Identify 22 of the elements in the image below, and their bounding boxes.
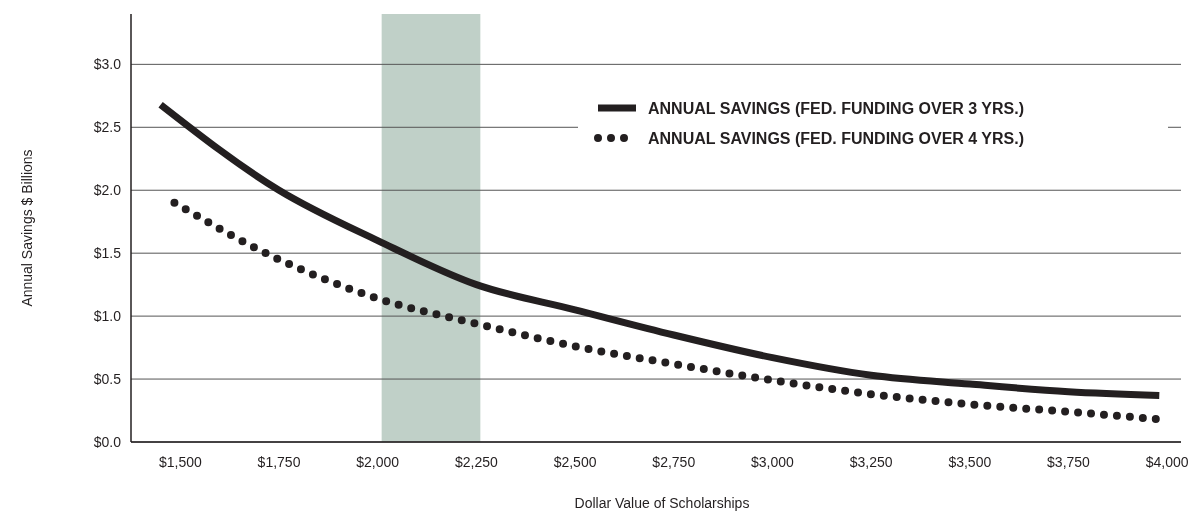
x-tick-label: $3,750 xyxy=(1047,454,1091,470)
x-tick-label: $1,500 xyxy=(158,454,202,470)
y-tick-label: $2.5 xyxy=(93,119,122,136)
x-tick-label: $2,000 xyxy=(356,454,400,470)
x-tick-label: $3,250 xyxy=(849,454,893,470)
y-tick-label: $2.0 xyxy=(93,182,122,199)
x-tick-label: $1,750 xyxy=(257,454,301,470)
legend-label: ANNUAL SAVINGS (FED. FUNDING OVER 4 YRS.) xyxy=(648,129,1025,147)
x-tick-label: $3,000 xyxy=(751,454,795,470)
x-tick-label: $4,000 xyxy=(1145,454,1189,470)
x-tick-label: $2,500 xyxy=(553,454,597,470)
y-tick-label: $1.0 xyxy=(93,308,122,325)
y-tick-label: $1.5 xyxy=(93,245,122,262)
x-tick-label: $3,500 xyxy=(948,454,992,470)
legend-label: ANNUAL SAVINGS (FED. FUNDING OVER 3 YRS.) xyxy=(648,99,1025,117)
x-tick-label: $2,250 xyxy=(454,454,499,470)
y-tick-label: $0.0 xyxy=(93,433,122,450)
y-tick-label: $3.0 xyxy=(93,56,122,73)
y-tick-label: $0.5 xyxy=(93,370,122,387)
x-axis-title: Dollar Value of Scholarships xyxy=(574,495,750,511)
x-tick-label: $2,750 xyxy=(652,454,696,470)
y-axis-title: Annual Savings $ Billions xyxy=(19,149,35,307)
